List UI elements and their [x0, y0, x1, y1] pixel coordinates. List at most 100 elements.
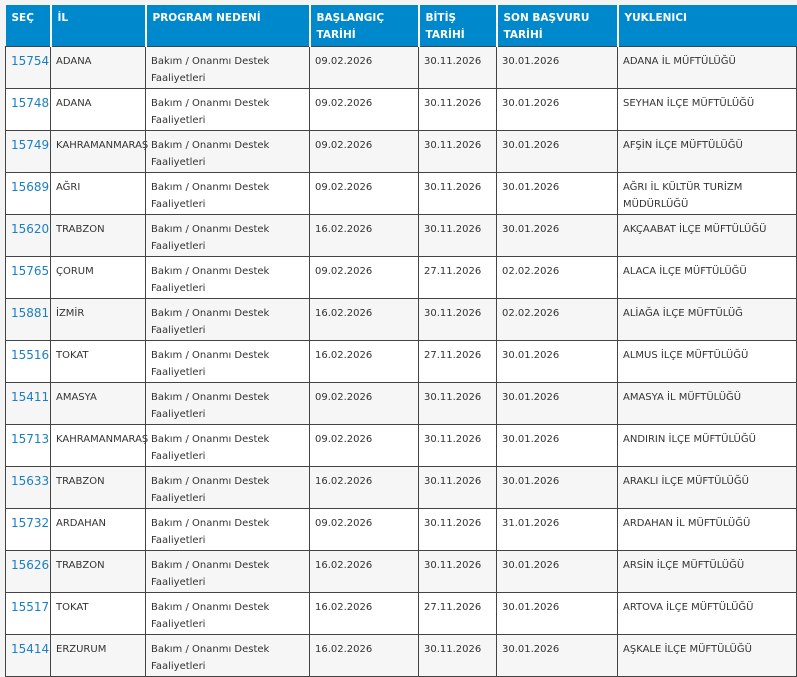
- select-link[interactable]: 15748: [11, 96, 50, 110]
- select-link[interactable]: 15732: [11, 516, 50, 530]
- select-link[interactable]: 15881: [11, 306, 50, 320]
- cell-baslangic-tarihi: 09.02.2026: [309, 46, 419, 89]
- select-link[interactable]: 15749: [11, 138, 50, 152]
- cell-son-basvuru-tarihi: 02.02.2026: [496, 256, 618, 299]
- cell-bitis-tarihi: 30.11.2026: [418, 424, 497, 467]
- table-row: 15732 ARDAHAN Bakım / Onanmı Destek Faaliy…: [5, 508, 797, 551]
- cell-yuklenici: ARSİN İLÇE MÜFTÜLÜĞÜ: [617, 550, 797, 593]
- cell-yuklenici: ARDAHAN İL MÜFTÜLÜĞÜ: [617, 508, 797, 551]
- cell-il: İZMİR: [50, 298, 146, 341]
- cell-yuklenici: ARTOVA İLÇE MÜFTÜLÜĞÜ: [617, 592, 797, 635]
- cell-program-nedeni: Bakım / Onanmı Destek Faaliyetleri: [145, 592, 310, 635]
- cell-program-nedeni: Bakım / Onanmı Destek Faaliyetleri: [145, 46, 310, 89]
- select-link[interactable]: 15516: [11, 348, 50, 362]
- cell-bitis-tarihi: 30.11.2026: [418, 466, 497, 509]
- cell-yuklenici: ARAKLI İLÇE MÜFTÜLÜĞÜ: [617, 466, 797, 509]
- cell-il: ÇORUM: [50, 256, 146, 299]
- cell-baslangic-tarihi: 16.02.2026: [309, 340, 419, 383]
- table-row: 15517 TOKAT Bakım / Onanmı Destek Faaliyet…: [5, 592, 797, 635]
- cell-program-nedeni: Bakım / Onanmı Destek Faaliyetleri: [145, 466, 310, 509]
- table-row: 15765 ÇORUM Bakım / Onanmı Destek Faaliyet…: [5, 256, 797, 299]
- table-row: 15414 ERZURUM Bakım / Onanmı Destek Faaliy…: [5, 634, 797, 677]
- cell-il: AMASYA: [50, 382, 146, 425]
- cell-program-nedeni: Bakım / Onanmı Destek Faaliyetleri: [145, 214, 310, 257]
- cell-yuklenici: AĞRI İL KÜLTÜR TURİZM MÜDÜRLÜĞÜ: [617, 172, 797, 215]
- cell-il: TOKAT: [50, 592, 146, 635]
- select-link[interactable]: 15414: [11, 642, 50, 656]
- cell-yuklenici: AKÇAABAT İLÇE MÜFTÜLÜĞÜ: [617, 214, 797, 257]
- cell-baslangic-tarihi: 16.02.2026: [309, 592, 419, 635]
- cell-yuklenici: SEYHAN İLÇE MÜFTÜLÜĞÜ: [617, 88, 797, 131]
- cell-bitis-tarihi: 30.11.2026: [418, 46, 497, 89]
- column-header-son-basvuru-tarihi: SON BAŞVURU TARİHİ: [495, 5, 618, 47]
- cell-son-basvuru-tarihi: 30.01.2026: [496, 382, 618, 425]
- select-link[interactable]: 15765: [11, 264, 50, 278]
- cell-program-nedeni: Bakım / Onanmı Destek Faaliyetleri: [145, 340, 310, 383]
- column-header-baslangic-tarihi: BAŞLANGIÇ TARİHİ: [308, 5, 419, 47]
- cell-sec: 15626: [5, 550, 51, 593]
- cell-yuklenici: AFŞİN İLÇE MÜFTÜLÜĞÜ: [617, 130, 797, 173]
- table-row: 15620 TRABZON Bakım / Onanmı Destek Faaliy…: [5, 214, 797, 257]
- cell-sec: 15748: [5, 88, 51, 131]
- cell-baslangic-tarihi: 09.02.2026: [309, 424, 419, 467]
- cell-sec: 15517: [5, 592, 51, 635]
- cell-program-nedeni: Bakım / Onanmı Destek Faaliyetleri: [145, 424, 310, 467]
- select-link[interactable]: 15754: [11, 54, 50, 68]
- cell-program-nedeni: Bakım / Onanmı Destek Faaliyetleri: [145, 256, 310, 299]
- cell-baslangic-tarihi: 16.02.2026: [309, 214, 419, 257]
- table-row: 15633 TRABZON Bakım / Onanmı Destek Faaliy…: [5, 466, 797, 509]
- cell-bitis-tarihi: 30.11.2026: [418, 382, 497, 425]
- cell-yuklenici: ANDIRIN İLÇE MÜFTÜLÜĞÜ: [617, 424, 797, 467]
- table-row: 15689 AĞRI Bakım / Onanmı Destek Faaliyetl…: [5, 172, 797, 215]
- cell-baslangic-tarihi: 09.02.2026: [309, 88, 419, 131]
- select-link[interactable]: 15689: [11, 180, 50, 194]
- table-row: 15749 KAHRAMANMARAŞ Bakım / Onanmı Destek …: [5, 130, 797, 173]
- cell-son-basvuru-tarihi: 30.01.2026: [496, 214, 618, 257]
- cell-baslangic-tarihi: 09.02.2026: [309, 382, 419, 425]
- cell-son-basvuru-tarihi: 30.01.2026: [496, 592, 618, 635]
- cell-son-basvuru-tarihi: 30.01.2026: [496, 550, 618, 593]
- cell-program-nedeni: Bakım / Onanmı Destek Faaliyetleri: [145, 88, 310, 131]
- cell-bitis-tarihi: 30.11.2026: [418, 172, 497, 215]
- cell-il: TOKAT: [50, 340, 146, 383]
- cell-il: ARDAHAN: [50, 508, 146, 551]
- cell-program-nedeni: Bakım / Onanmı Destek Faaliyetleri: [145, 298, 310, 341]
- cell-il: ADANA: [50, 88, 146, 131]
- cell-bitis-tarihi: 30.11.2026: [418, 130, 497, 173]
- cell-sec: 15516: [5, 340, 51, 383]
- cell-sec: 15620: [5, 214, 51, 257]
- table-row: 15516 TOKAT Bakım / Onanmı Destek Faaliyet…: [5, 340, 797, 383]
- select-link[interactable]: 15713: [11, 432, 50, 446]
- cell-il: ERZURUM: [50, 634, 146, 677]
- cell-sec: 15414: [5, 634, 51, 677]
- select-link[interactable]: 15411: [11, 390, 50, 404]
- table-header-row: SEÇ İL PROGRAM NEDENİ BAŞLANGIÇ TARİHİ BİTİŞ…: [5, 5, 797, 47]
- cell-yuklenici: ALMUS İLÇE MÜFTÜLÜĞÜ: [617, 340, 797, 383]
- cell-sec: 15689: [5, 172, 51, 215]
- cell-il: TRABZON: [50, 214, 146, 257]
- select-link[interactable]: 15620: [11, 222, 50, 236]
- cell-bitis-tarihi: 27.11.2026: [418, 340, 497, 383]
- cell-baslangic-tarihi: 09.02.2026: [309, 508, 419, 551]
- cell-il: ADANA: [50, 46, 146, 89]
- cell-il: KAHRAMANMARAŞ: [50, 424, 148, 467]
- select-link[interactable]: 15633: [11, 474, 50, 488]
- cell-bitis-tarihi: 30.11.2026: [418, 88, 497, 131]
- table-row: 15713 KAHRAMANMARAŞ Bakım / Onanmı Destek …: [5, 424, 797, 467]
- cell-program-nedeni: Bakım / Onanmı Destek Faaliyetleri: [145, 130, 310, 173]
- cell-yuklenici: ALİAĞA İLÇE MÜFTÜLÜĞ: [617, 298, 797, 341]
- cell-yuklenici: ADANA İL MÜFTÜLÜĞÜ: [617, 46, 797, 89]
- cell-baslangic-tarihi: 16.02.2026: [309, 634, 419, 677]
- cell-son-basvuru-tarihi: 31.01.2026: [496, 508, 618, 551]
- cell-il: TRABZON: [50, 550, 146, 593]
- cell-il: AĞRI: [50, 172, 146, 215]
- cell-bitis-tarihi: 30.11.2026: [418, 298, 497, 341]
- cell-bitis-tarihi: 30.11.2026: [418, 634, 497, 677]
- cell-sec: 15765: [5, 256, 51, 299]
- cell-yuklenici: AMASYA İL MÜFTÜLÜĞÜ: [617, 382, 797, 425]
- cell-program-nedeni: Bakım / Onanmı Destek Faaliyetleri: [145, 550, 310, 593]
- cell-baslangic-tarihi: 16.02.2026: [309, 466, 419, 509]
- cell-son-basvuru-tarihi: 30.01.2026: [496, 46, 618, 89]
- select-link[interactable]: 15517: [11, 600, 50, 614]
- select-link[interactable]: 15626: [11, 558, 50, 572]
